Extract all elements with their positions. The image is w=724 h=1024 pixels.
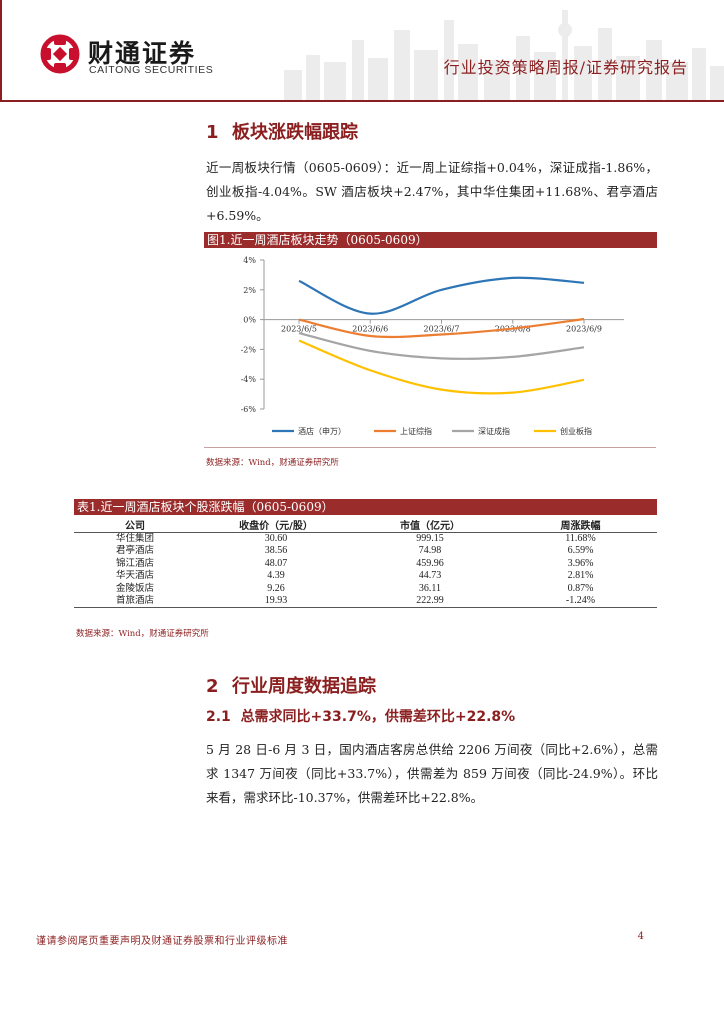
cell-weekly-change: 0.87% [567, 582, 594, 594]
cell-weekly-change: -1.24% [504, 595, 657, 609]
section2-title: 行业周度数据追踪 [232, 676, 376, 697]
table-header-row: 公司 收盘价（元/股） 市值（亿元） 周涨跌幅 [74, 516, 657, 533]
section2-1-title: 总需求同比+33.7%，供需差环比+22.8% [240, 709, 516, 725]
y-tick-label: 0% [243, 316, 256, 325]
figure1-caption: 图1.近一周酒店板块走势（0605-0609） [204, 232, 657, 248]
section2-1-number: 2.1 [206, 709, 231, 725]
company-name-en: CAITONG SECURITIES [89, 64, 214, 76]
figure1-source: 数据来源：Wind，财通证券研究所 [206, 458, 339, 468]
y-tick-label: 2% [243, 286, 256, 295]
x-tick-label: 2023/6/7 [424, 325, 460, 334]
series-line-2 [298, 331, 585, 360]
cell-market-cap: 459.96 [416, 557, 444, 569]
section2-1-heading: 2.1 总需求同比+33.7%，供需差环比+22.8% [206, 706, 515, 726]
table-row: 锦江酒店 48.07 459.96 3.96% [74, 558, 657, 570]
legend-label: 酒店（申万） [298, 426, 346, 436]
cell-market-cap: 222.99 [356, 595, 504, 609]
cell-company: 华天酒店 [115, 570, 154, 582]
series-line-0 [298, 276, 585, 315]
cell-company: 君亭酒店 [115, 545, 154, 557]
cell-close-price: 38.56 [264, 545, 288, 557]
legend-label: 创业板指 [560, 426, 592, 436]
cell-market-cap: 999.15 [416, 533, 444, 544]
section2-heading: 2 行业周度数据追踪 [206, 672, 376, 698]
col-header-company: 公司 [74, 516, 196, 533]
cell-company: 华住集团 [115, 533, 154, 544]
table-row: 华住集团 30.60 999.15 11.68% [74, 533, 657, 546]
y-tick-label: 4% [243, 256, 256, 265]
table-row: 华天酒店 4.39 44.73 2.81% [74, 570, 657, 582]
company-name-cn: 财通证券 [88, 39, 197, 68]
table1-caption: 表1.近一周酒店板块个股涨跌幅（0605-0609） [74, 499, 657, 515]
caitong-logo-icon [40, 34, 80, 74]
cell-close-price: 48.07 [264, 557, 288, 569]
legend-label: 上证综指 [400, 426, 432, 436]
cell-market-cap: 74.98 [418, 545, 442, 557]
cell-weekly-change: 11.68% [565, 533, 596, 544]
section1-number: 1 [206, 122, 219, 143]
x-tick-label: 2023/6/6 [352, 325, 388, 334]
x-tick-label: 2023/6/9 [566, 325, 602, 334]
page-number: 4 [637, 931, 644, 942]
y-tick-label: -4% [241, 375, 257, 384]
section1-title: 板块涨跌幅跟踪 [232, 122, 358, 143]
table1-source: 数据来源：Wind，财通证券研究所 [76, 629, 209, 639]
cell-weekly-change: 6.59% [567, 545, 594, 557]
header-divider [0, 100, 724, 102]
series-line-3 [298, 339, 585, 395]
header-left-rule [0, 0, 2, 102]
y-tick-label: -6% [241, 405, 257, 414]
stocks-table: 公司 收盘价（元/股） 市值（亿元） 周涨跌幅 华住集团 30.60 999.1… [74, 516, 657, 609]
table-row: 金陵饭店 9.26 36.11 0.87% [74, 583, 657, 595]
cell-close-price: 30.60 [264, 533, 288, 544]
x-tick-label: 2023/6/5 [281, 325, 317, 334]
col-header-close-price: 收盘价（元/股） [196, 516, 356, 533]
section1-heading: 1 板块涨跌幅跟踪 [206, 118, 358, 144]
city-skyline-watermark [284, 10, 724, 100]
section2-number: 2 [206, 676, 219, 697]
col-header-market-cap: 市值（亿元） [356, 516, 504, 533]
cell-close-price: 9.26 [267, 582, 285, 594]
section2-paragraph: 5 月 28 日-6 月 3 日，国内酒店客房总供给 2206 万间夜（同比+2… [206, 742, 658, 805]
report-type-label: 行业投资策略周报/证券研究报告 [443, 58, 688, 77]
table-row: 首旅酒店 19.93 222.99 -1.24% [74, 595, 657, 609]
col-header-weekly-change: 周涨跌幅 [504, 516, 657, 533]
y-tick-label: -2% [241, 345, 257, 354]
cell-weekly-change: 2.81% [567, 570, 594, 582]
section1-paragraph: 近一周板块行情（0605-0609）：近一周上证综指+0.04%，深证成指-1.… [206, 160, 658, 223]
footer-disclaimer: 谨请参阅尾页重要声明及财通证券股票和行业评级标准 [36, 936, 288, 947]
figure1-bottom-rule [204, 447, 656, 448]
series-line-1 [298, 317, 585, 339]
cell-weekly-change: 3.96% [567, 557, 594, 569]
cell-close-price: 4.39 [267, 570, 285, 582]
cell-company: 金陵饭店 [115, 582, 154, 594]
cell-market-cap: 44.73 [418, 570, 442, 582]
cell-company: 首旅酒店 [74, 595, 196, 609]
cell-company: 锦江酒店 [115, 557, 154, 569]
table-row: 君亭酒店 38.56 74.98 6.59% [74, 545, 657, 557]
figure1-line-chart: 4% 2% 0% -2% -4% -6% 2023/6/5 2023/6/6 2023/6/7 2… [241, 256, 624, 436]
cell-close-price: 19.93 [196, 595, 356, 609]
cell-market-cap: 36.11 [418, 582, 442, 594]
legend-label: 深证成指 [478, 426, 510, 436]
